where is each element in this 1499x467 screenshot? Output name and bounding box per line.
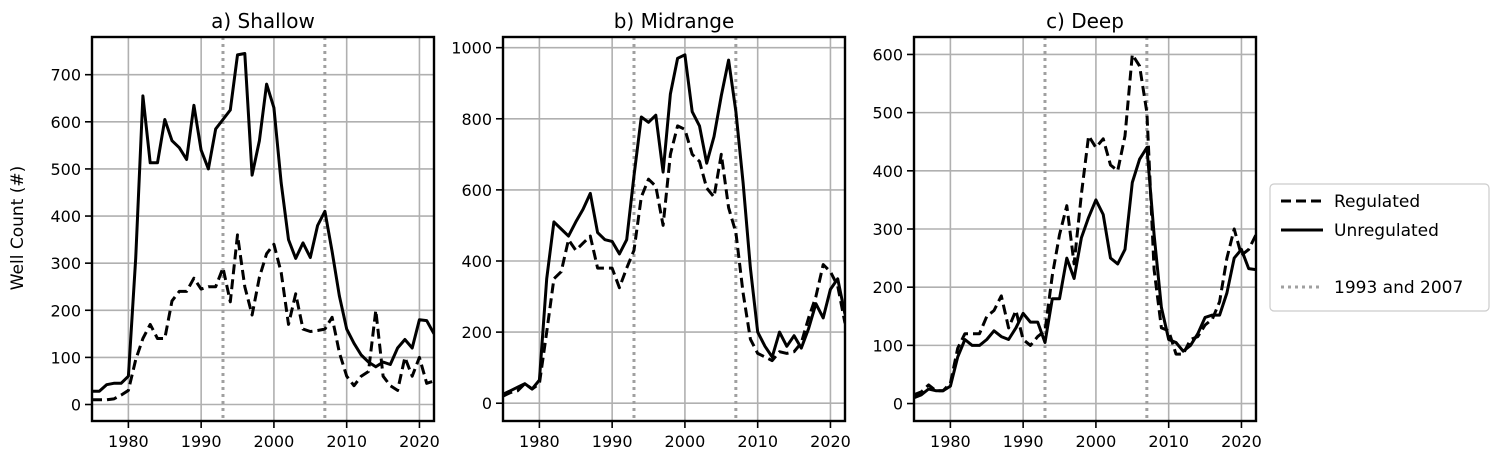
series-line-regulated [503, 124, 845, 398]
y-tick-label: 0 [482, 394, 492, 413]
x-tick-label: 2010 [1148, 432, 1189, 451]
x-tick-label: 1980 [519, 432, 560, 451]
x-tick-label: 2020 [1221, 432, 1262, 451]
x-tick-label: 2000 [665, 432, 706, 451]
y-tick-label: 200 [461, 323, 492, 342]
y-tick-label: 0 [71, 396, 81, 415]
y-tick-label: 1000 [451, 39, 492, 58]
series-line-unregulated [92, 52, 434, 393]
legend-box [1269, 183, 1490, 312]
y-tick-label: 400 [872, 162, 903, 181]
series-line-unregulated [503, 53, 845, 396]
y-tick-label: 100 [872, 336, 903, 355]
panel-title: a) Shallow [211, 9, 315, 33]
x-tick-label: 2020 [810, 432, 851, 451]
y-tick-label: 500 [872, 104, 903, 123]
legend-label-unregulated: Unregulated [1334, 221, 1439, 241]
x-tick-label: 2010 [737, 432, 778, 451]
x-tick-label: 2010 [326, 432, 367, 451]
panel-title: c) Deep [1046, 9, 1124, 33]
y-axis-label: Well Count (#) [8, 166, 28, 291]
y-tick-label: 200 [872, 278, 903, 297]
y-tick-label: 700 [50, 66, 81, 85]
legend: Regulated Unregulated 1993 and 2007 [1269, 183, 1490, 312]
y-tick-label: 300 [872, 220, 903, 239]
y-tick-label: 800 [461, 110, 492, 129]
y-tick-label: 500 [50, 160, 81, 179]
x-tick-label: 1980 [930, 432, 971, 451]
series-line-regulated [914, 53, 1256, 397]
axes-frame [90, 35, 436, 423]
y-tick-label: 100 [50, 348, 81, 367]
axes-frame [912, 35, 1258, 423]
y-tick-label: 300 [50, 254, 81, 273]
x-tick-label: 1990 [1003, 432, 1044, 451]
panel-deep: c) Deep 1980 1990 2000 2010 2020 0 100 200 300 40… [872, 9, 1261, 451]
y-tick-label: 400 [461, 252, 492, 271]
y-tick-label: 200 [50, 301, 81, 320]
x-tick-label: 1990 [592, 432, 633, 451]
x-tick-label: 2020 [399, 432, 440, 451]
x-tick-label: 2000 [254, 432, 295, 451]
x-tick-label: 2000 [1076, 432, 1117, 451]
panel-title: b) Midrange [614, 9, 735, 33]
legend-label-regulated: Regulated [1334, 192, 1420, 212]
series-line-regulated [92, 233, 434, 402]
y-tick-label: 600 [872, 45, 903, 64]
y-tick-label: 0 [893, 395, 903, 414]
x-tick-label: 1990 [181, 432, 222, 451]
y-tick-label: 600 [461, 181, 492, 200]
y-tick-label: 600 [50, 113, 81, 132]
series-line-unregulated [914, 146, 1256, 400]
axes-frame [501, 35, 847, 423]
panel-shallow: a) Shallow 1980 1990 2000 2010 2020 0 100 200 30… [50, 9, 439, 451]
legend-label-reference: 1993 and 2007 [1334, 278, 1463, 298]
y-tick-label: 400 [50, 207, 81, 226]
panel-midrange: b) Midrange 1980 1990 2000 2010 2020 0 200 400 6… [451, 9, 851, 451]
x-tick-label: 1980 [108, 432, 149, 451]
